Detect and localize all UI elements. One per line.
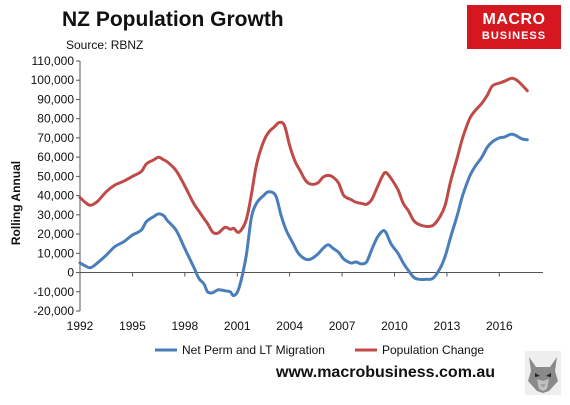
y-axis-label: Rolling Annual (9, 161, 23, 245)
y-tick-label: 110,000 (32, 54, 75, 68)
chart-title: NZ Population Growth (62, 8, 284, 31)
x-tick-label: 1992 (67, 319, 94, 333)
logo-line-1: MACRO (482, 11, 546, 28)
y-tick-label: 50,000 (37, 169, 74, 183)
series-lines (78, 76, 529, 298)
wolf-mascot-icon (525, 351, 561, 395)
x-axis: 1992 1995 1998 2001 2004 2007 2010 2013 2016 (67, 272, 543, 333)
x-tick-label: 1998 (171, 319, 198, 333)
y-tick-label: -10,000 (33, 285, 74, 299)
x-tick-label: 2010 (381, 319, 408, 333)
y-tick-label: 90,000 (37, 92, 74, 106)
chart-source: Source: RBNZ (66, 38, 144, 52)
y-tick-label: 20,000 (37, 227, 74, 241)
y-tick-label: 30,000 (37, 208, 74, 222)
legend-label-migration: Net Perm and LT Migration (182, 343, 325, 357)
x-tick-label: 2001 (224, 319, 251, 333)
series-line-population (78, 76, 529, 236)
y-tick-label: 80,000 (37, 112, 74, 126)
y-tick-label: 40,000 (37, 189, 74, 203)
y-tick-label: 10,000 (37, 246, 74, 260)
y-tick-label: 100,000 (31, 73, 75, 87)
y-tick-label: 60,000 (37, 150, 74, 164)
x-tick-label: 2004 (276, 319, 303, 333)
x-tick-label: 2016 (486, 319, 513, 333)
x-tick-label: 1995 (119, 319, 146, 333)
y-tick-label: 70,000 (37, 131, 74, 145)
series-line-migration (78, 132, 529, 298)
legend-label-population: Population Change (382, 343, 484, 357)
macrobusiness-logo[interactable]: MACRO BUSINESS (467, 5, 561, 49)
y-axis: 110,000 100,000 90,000 80,000 70,000 60,000 50… (31, 54, 81, 318)
logo-line-2: BUSINESS (481, 30, 547, 42)
x-tick-label: 2007 (329, 319, 356, 333)
y-tick-label: -20,000 (33, 304, 74, 318)
website-url[interactable]: www.macrobusiness.com.au (276, 364, 496, 381)
y-tick-label: 0 (67, 266, 74, 280)
chart-legend: Net Perm and LT Migration Population Chan… (155, 343, 484, 357)
x-tick-label: 2013 (434, 319, 461, 333)
